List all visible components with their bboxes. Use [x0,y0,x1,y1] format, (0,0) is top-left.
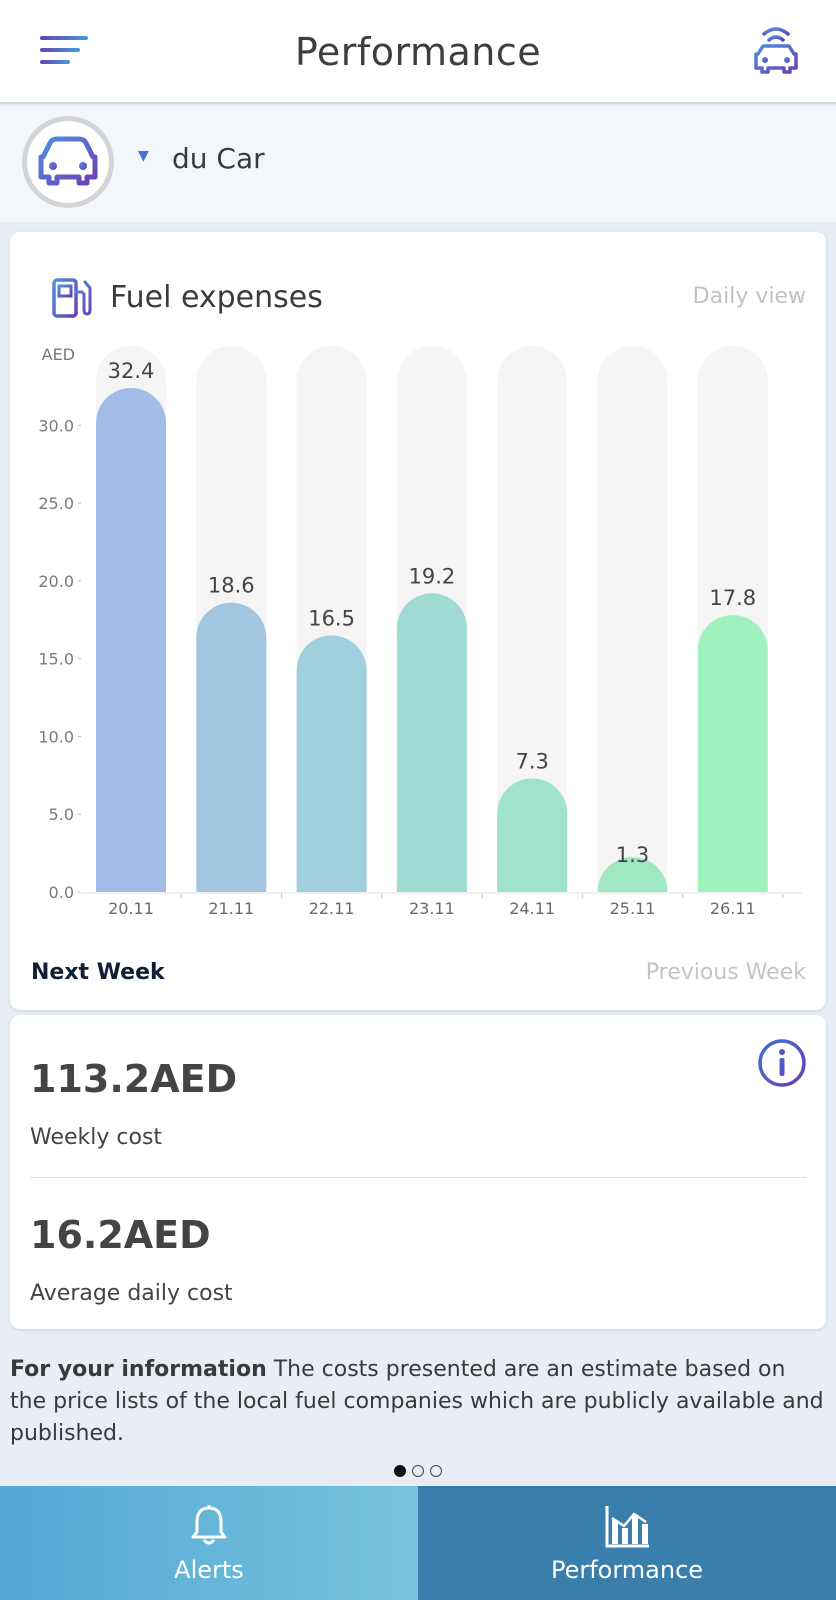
tab-alerts-label: Alerts [174,1556,244,1584]
vehicle-selector[interactable]: ▼ du Car [0,106,836,222]
information-note-heading: For your information [10,1357,267,1382]
y-tick-label: 10.0 [38,727,74,746]
bar-track [497,346,568,892]
tab-alerts[interactable]: Alerts [0,1486,418,1600]
y-tick-label: 15.0 [38,650,74,669]
x-tick-label: 22.11 [309,899,355,918]
info-icon[interactable] [756,1037,808,1089]
tab-performance-label: Performance [550,1556,704,1584]
bar-chart-icon [605,1506,649,1548]
page-dot[interactable] [394,1465,406,1477]
caret-down-icon[interactable]: ▼ [138,148,149,164]
top-app-bar: Performance [0,0,836,104]
bar-track [597,346,668,892]
x-tick-label: 21.11 [208,899,254,918]
fuel-pump-icon [51,278,92,319]
average-daily-cost-label: Average daily cost [30,1281,233,1306]
bar-value-label: 19.2 [409,564,456,588]
x-tick-label: 25.11 [610,899,656,918]
y-axis-label: AED [42,345,75,364]
bar-value-label: 16.5 [308,606,355,630]
card-title: Fuel expenses [110,280,323,315]
bar [497,778,568,892]
bell-icon [191,1505,227,1545]
y-tick-label: 30.0 [38,416,74,435]
bar [96,388,166,892]
vehicle-avatar [22,116,114,208]
vehicle-name: du Car [172,142,265,175]
fuel-expenses-chart: AED 0.0 5.0 10.0 15.0 20.0 25.0 30.0 32.4 20.11 18… [38,345,802,918]
x-tick-label: 24.11 [509,899,555,918]
x-tick-label: 26.11 [710,899,756,918]
bar [396,593,467,892]
divider [30,1177,806,1178]
bar [597,857,668,892]
fuel-expenses-card: Fuel expenses Daily view AED 0.0 5.0 10.0 15… [10,232,826,1010]
bar [296,635,367,892]
page-indicator [0,1462,836,1481]
x-tick-label: 23.11 [409,899,455,918]
daily-view-toggle[interactable]: Daily view [692,284,806,309]
weekly-cost-label: Weekly cost [30,1125,163,1150]
bar [196,602,267,892]
hamburger-menu-icon[interactable] [38,34,90,68]
y-tick-label: 25.0 [38,494,74,513]
bottom-navigation: Alerts Performance [0,1486,836,1600]
bar-value-label: 7.3 [515,749,548,773]
page-title: Performance [294,30,542,74]
previous-week-button[interactable]: Previous Week [645,960,806,985]
bar-value-label: 1.3 [616,843,649,867]
y-tick-label: 5.0 [49,805,74,824]
bar-value-label: 17.8 [709,586,756,610]
y-tick-label: 20.0 [38,572,74,591]
information-note-text: The costs presented are an estimate base… [10,1357,824,1446]
page-dot[interactable] [430,1465,442,1477]
next-week-button[interactable]: Next Week [31,960,165,985]
y-tick-label: 0.0 [49,883,74,902]
average-daily-cost-value: 16.2AED [30,1213,211,1257]
bar-value-label: 18.6 [208,574,255,598]
car-icon [38,136,98,186]
information-note: For your information The costs presented… [10,1354,826,1450]
connected-car-icon[interactable] [750,24,802,80]
x-tick-label: 20.11 [108,899,154,918]
page-dot[interactable] [412,1465,424,1477]
cost-summary-card: 113.2AED Weekly cost 16.2AED Average dai… [10,1015,826,1329]
bar-value-label: 32.4 [108,359,155,383]
bar [697,615,768,892]
weekly-cost-value: 113.2AED [30,1057,238,1101]
tab-performance[interactable]: Performance [418,1486,836,1600]
